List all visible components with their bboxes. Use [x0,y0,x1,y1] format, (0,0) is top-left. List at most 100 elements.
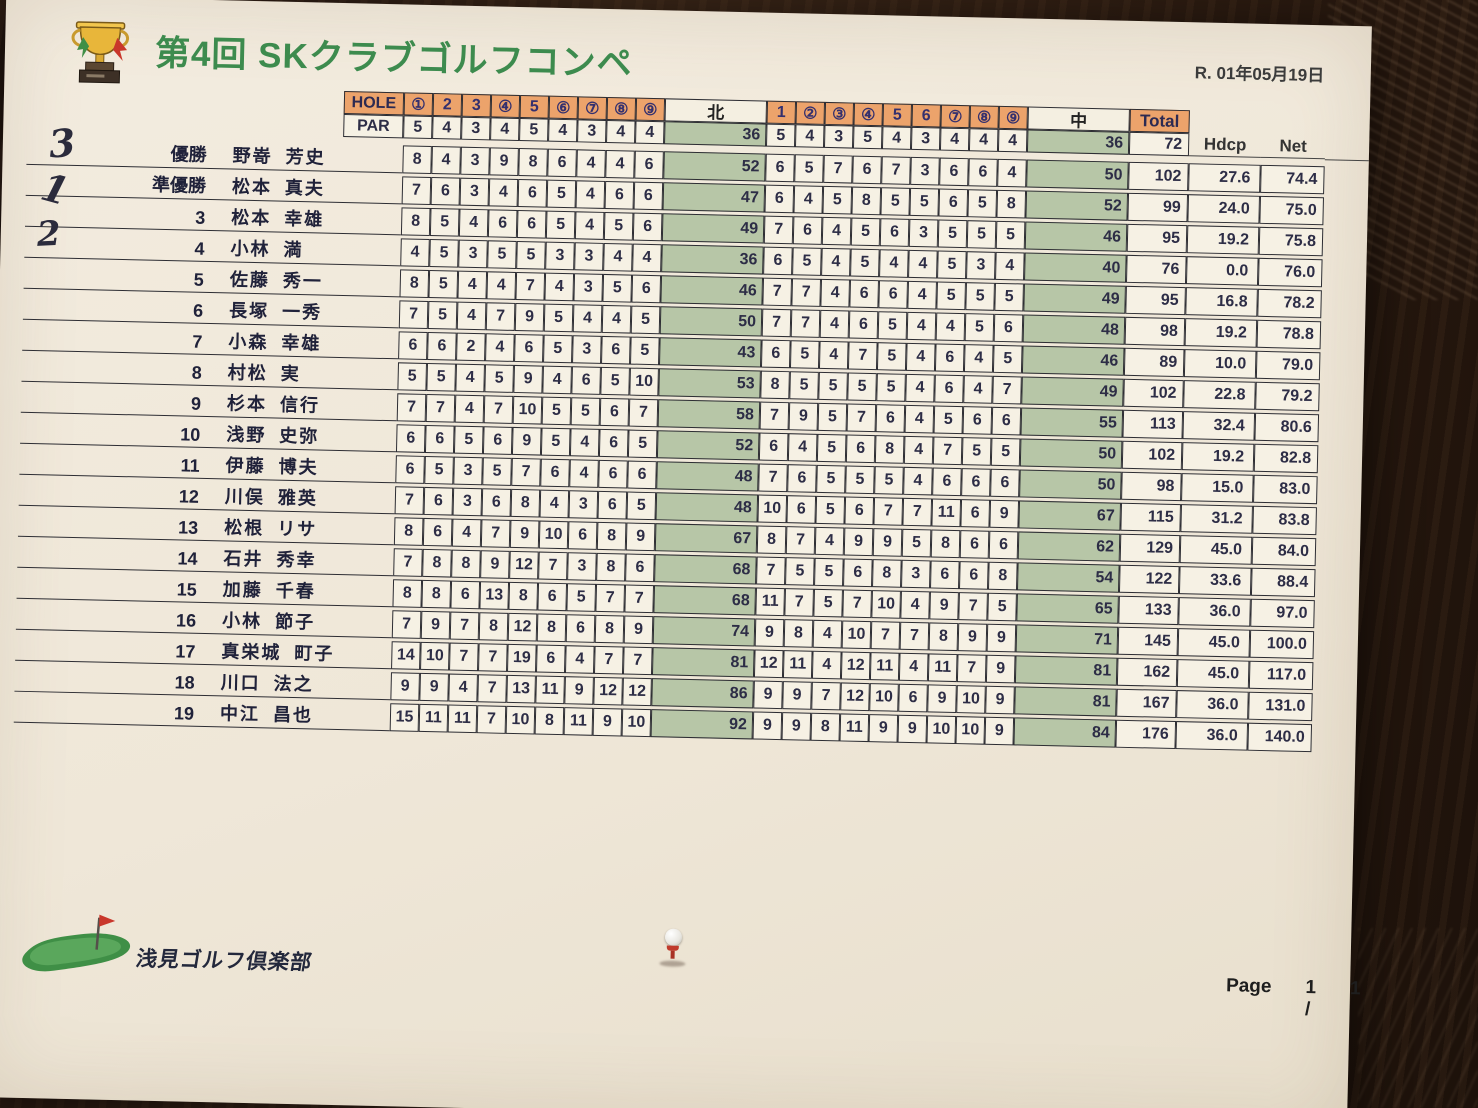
score-cell: 12 [509,550,539,580]
in-scores: 9 9 8 11 9 9 10 10 9 [752,711,1015,746]
score-cell: 10 [926,715,957,745]
score-cell: 5 [570,397,601,426]
par-value-cell: 5 [852,125,883,150]
score-cell: 8 [996,189,1027,219]
score-cell: 6 [516,209,547,239]
player-rank: 16 [175,610,197,631]
score-cell: 4 [455,363,485,393]
out-total-cell: 49 [661,213,765,244]
score-cell: 6 [878,280,908,309]
score-cell: 11 [535,675,565,705]
score-cell: 4 [908,249,938,279]
score-cell: 6 [939,157,969,187]
score-cell: 8 [596,521,627,551]
in-total-cell: 50 [1019,438,1123,469]
net-cell: 84.0 [1251,536,1317,567]
hdcp-cell: 16.8 [1185,287,1258,317]
out-total-cell: 81 [651,647,755,678]
par-value-cell: 3 [910,126,941,151]
score-cell: 4 [448,673,478,703]
score-cell: 5 [995,220,1026,250]
score-cell: 4 [569,459,599,488]
out-total-cell: 48 [656,461,759,492]
score-cell: 11 [927,653,958,683]
par-value-cell: 4 [881,126,912,150]
score-cell: 7 [476,705,507,734]
net-cell: 78.2 [1257,288,1322,319]
score-cell: 3 [459,177,490,207]
score-cell: 6 [571,366,601,395]
hole-number-cell: ⑨ [998,105,1028,130]
score-cell: 5 [813,588,843,618]
net-cell: 117.0 [1248,660,1314,691]
player-name-region: 19 中江 昌也 [13,694,391,732]
score-cell: 8 [760,370,790,400]
hdcp-cell: 45.0 [1179,535,1253,565]
score-cell: 5 [822,185,853,215]
score-cell: 7 [932,436,963,466]
score-cell: 5 [814,557,844,587]
score-cell: 5 [874,466,904,495]
hole-number-cell: 2 [432,93,463,117]
score-cell: 7 [846,403,877,433]
score-cell: 4 [569,428,600,457]
score-cell: 4 [454,394,485,424]
score-cell: 6 [843,558,873,588]
player-name: 松本 幸雄 [231,207,325,230]
out-total-cell: 47 [662,182,766,213]
score-cell: 13 [506,674,536,704]
total-cell: 98 [1124,316,1186,347]
score-cell: 11 [447,704,478,734]
score-cell: 4 [575,180,606,209]
score-cell: 6 [991,406,1022,436]
player-name: 松根 リサ [223,517,318,540]
club-logo-green-icon [10,904,144,990]
score-cell: 7 [480,519,511,548]
score-cell: 5 [994,282,1024,312]
score-cell: 5 [541,396,572,426]
score-cell: 8 [518,147,548,177]
hdcp-cell: 22.8 [1183,380,1256,410]
score-cell: 4 [907,280,937,310]
player-name: 小林 節子 [221,610,316,633]
player-name: 小林 満 [230,238,304,261]
par-value-cell: 5 [403,115,433,140]
score-cell: 8 [508,581,539,611]
score-cell: 10 [869,683,899,712]
score-cell: 5 [453,425,484,455]
player-name-region: 18 川口 法之 [14,663,391,701]
score-cell: 5 [627,429,658,459]
score-cell: 4 [544,272,575,302]
score-cell: 6 [934,374,964,404]
score-cell: 6 [625,553,655,583]
score-cell: 4 [400,238,430,267]
score-cell: 6 [514,333,544,363]
score-cell: 9 [957,623,988,652]
score-cell: 5 [990,437,1021,467]
total-cell: 113 [1122,409,1184,440]
score-cell: 9 [513,364,543,394]
score-cell: 6 [960,499,991,528]
score-cell: 6 [601,335,631,365]
score-cell: 8 [851,186,882,216]
score-cell: 6 [993,313,1024,343]
player-rank: 19 [173,703,195,724]
score-cell: 7 [762,277,793,307]
par-value-cell: 4 [997,128,1028,153]
hdcp-cell: 19.2 [1184,318,1258,348]
hdcp-cell: 36.0 [1175,721,1249,751]
net-cell: 131.0 [1248,691,1313,722]
score-cell: 6 [567,521,598,550]
hole-number-cell: 3 [461,93,492,118]
player-name-region: 17 真栄城 町子 [15,632,392,670]
player-name-region: 11 伊藤 博夫 [19,446,396,484]
score-cell: 5 [876,373,906,402]
page-current: 1 / [1304,977,1317,1021]
out-scores: 7 7 4 7 10 5 5 6 7 [396,393,659,428]
par-value-cell: 5 [765,123,796,148]
score-cell: 5 [630,305,661,335]
score-cell: 6 [423,486,454,516]
